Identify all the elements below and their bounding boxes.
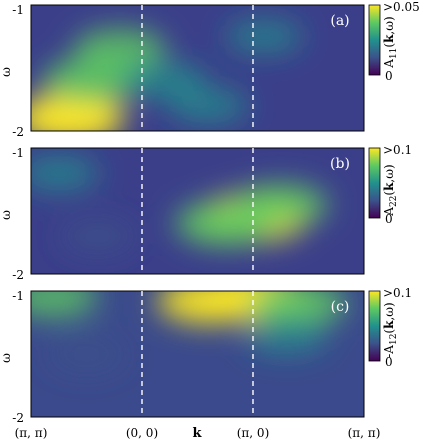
heatmap-hotspot xyxy=(60,219,136,254)
x-tick-label: (π, 0) xyxy=(237,426,270,440)
y-tick-top: -1 xyxy=(12,289,24,303)
panel-label: (c) xyxy=(331,299,350,315)
y-axis-label: ω xyxy=(0,353,13,363)
heatmap-hotspots xyxy=(31,19,303,131)
colorbar xyxy=(368,4,381,76)
panel-b: (b) -1 -2 ω >0.1 0 A22(k,ω) xyxy=(0,143,412,282)
colorbar-min-label: 0 xyxy=(385,212,393,226)
heatmap-hotspot xyxy=(121,61,207,100)
heatmap-hotspots xyxy=(31,291,347,371)
y-tick-bottom: -2 xyxy=(12,411,24,425)
heatmap-hotspots xyxy=(31,155,329,254)
x-tick-label: (0, 0) xyxy=(126,426,158,440)
panel-label: (a) xyxy=(330,13,349,29)
heatmap-hotspot xyxy=(73,28,167,70)
x-tick-label: (π, π) xyxy=(15,426,48,440)
y-tick-bottom: -2 xyxy=(12,268,24,282)
y-axis-label: ω xyxy=(0,67,13,77)
plot-frame xyxy=(30,4,365,132)
dashed-lines xyxy=(141,5,254,417)
colorbar-max-label: >0.05 xyxy=(383,0,420,14)
plot-frame xyxy=(30,147,365,275)
colorbar xyxy=(368,147,381,219)
colorbar-max-label: >0.1 xyxy=(383,143,412,157)
plot-frame xyxy=(30,290,365,418)
colorbar-min-label: 0 xyxy=(385,69,393,83)
colorbar-max-label: >0.1 xyxy=(383,286,412,300)
x-tick-label: (π, π) xyxy=(348,426,381,440)
panel-label: (b) xyxy=(330,156,350,172)
panel-a: (a) -1 -2 ω >0.05 0 A11(k,ω) xyxy=(0,0,420,139)
panel-c: (c) -1 -2 ω >0.1 0 -A12(k,ω) xyxy=(0,286,412,425)
heatmap-hotspot xyxy=(31,155,99,192)
heatmap-hotspot xyxy=(157,291,260,324)
heatmap-hotspot xyxy=(168,87,249,124)
y-tick-top: -1 xyxy=(12,146,24,160)
y-axis-label: ω xyxy=(0,210,13,220)
heatmap-hotspot xyxy=(31,94,125,131)
y-tick-bottom: -2 xyxy=(12,125,24,139)
y-tick-top: -1 xyxy=(12,3,24,17)
colorbar-label: A11(k,ω) xyxy=(382,16,399,68)
colorbar xyxy=(368,290,381,362)
heatmap-hotspot xyxy=(244,316,328,354)
heatmap-hotspot xyxy=(248,291,347,326)
heatmap-hotspot xyxy=(31,291,99,318)
colorbar-min-label: 0 xyxy=(385,355,393,369)
heatmap-hotspot xyxy=(233,183,329,226)
x-axis-label: k xyxy=(192,426,202,441)
heatmap-hotspot xyxy=(49,337,124,371)
colorbar-label: -A12(k,ω) xyxy=(382,302,399,357)
heatmap-hotspot xyxy=(42,58,143,103)
heatmap-hotspot xyxy=(225,19,303,54)
x-axis: (π, π) (0, 0) (π, 0) (π, π) k xyxy=(15,426,381,441)
colorbar-label: A22(k,ω) xyxy=(382,164,399,216)
